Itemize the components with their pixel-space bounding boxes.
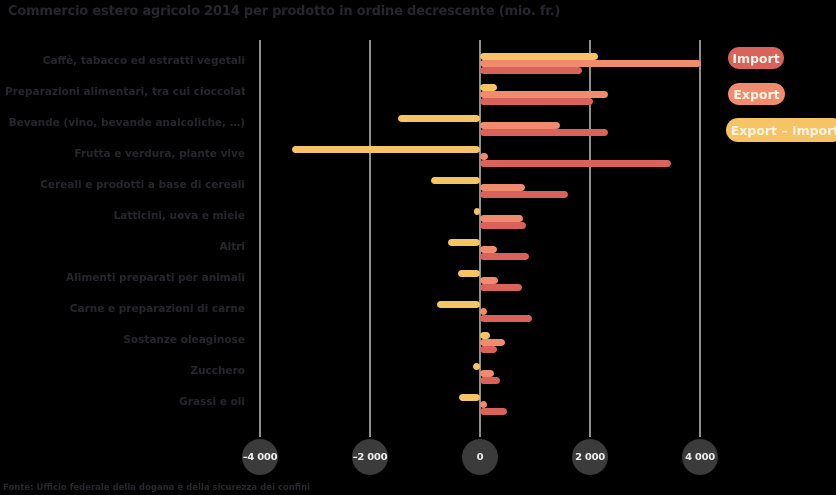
bar-export	[480, 215, 524, 222]
category-label: Zucchero	[190, 365, 245, 377]
bar-export	[480, 60, 702, 67]
category-label: Caffè, tabacco ed estratti vegetali	[42, 55, 245, 67]
bar-export_minus_import	[474, 208, 480, 215]
source-note: Fonte: Ufficio federale della dogana e d…	[3, 483, 311, 493]
category-label: Grassi e oli	[179, 396, 245, 408]
gridline--4000	[259, 40, 261, 437]
gridline--2000	[369, 40, 371, 437]
bar-export	[480, 246, 498, 253]
bar-import	[480, 191, 568, 198]
category-label: Preparazioni alimentari, tra cui cioccol…	[5, 86, 245, 98]
category-label: Alimenti preparati per animali	[66, 272, 245, 284]
bar-export	[480, 401, 488, 408]
bar-export_minus_import	[397, 115, 480, 122]
x-axis-tick: 0	[462, 439, 498, 475]
bar-export	[480, 153, 489, 160]
category-label: Latticini, uova e miele	[113, 210, 245, 222]
category-label: Altri	[219, 241, 245, 253]
bar-import	[480, 377, 500, 384]
bar-import	[480, 408, 507, 415]
category-label: Bevande (vino, bevande analcoliche, …)	[8, 117, 245, 129]
category-label: Carne e preparazioni di carne	[69, 303, 245, 315]
bar-export	[480, 122, 561, 129]
bar-export_minus_import	[458, 270, 480, 277]
bar-export_minus_import	[459, 394, 480, 401]
bar-export_minus_import	[480, 84, 497, 91]
chart-title: Commercio estero agricolo 2014 per prodo…	[8, 4, 561, 19]
legend-pill-export-minus-import: Export – Import	[726, 118, 836, 142]
bar-import	[480, 315, 532, 322]
bar-export_minus_import	[480, 53, 599, 60]
bar-import	[480, 284, 522, 291]
bar-export_minus_import	[430, 177, 480, 184]
bar-import	[480, 160, 672, 167]
gridline-0	[479, 40, 481, 437]
bar-export	[480, 91, 609, 98]
bar-export	[480, 370, 495, 377]
bar-import	[480, 253, 529, 260]
category-label: Cereali e prodotti a base di cereali	[40, 179, 245, 191]
x-axis-tick: 2 000	[572, 439, 608, 475]
category-label: Sostanze oleaginose	[123, 334, 245, 346]
category-label: Frutta e verdura, piante vive	[74, 148, 245, 160]
x-axis-tick: 4 000	[682, 439, 718, 475]
bar-import	[480, 129, 609, 136]
bar-export_minus_import	[437, 301, 480, 308]
bar-export_minus_import	[291, 146, 480, 153]
x-axis-tick: –2 000	[352, 439, 388, 475]
gridline-4000	[699, 40, 701, 437]
x-axis-tick: –4 000	[242, 439, 278, 475]
bar-export	[480, 184, 526, 191]
bar-import	[480, 67, 582, 74]
bar-export	[480, 277, 499, 284]
bar-export_minus_import	[472, 363, 480, 370]
bar-export	[480, 308, 487, 315]
bar-export	[480, 339, 506, 346]
legend-pill-import: Import	[728, 47, 784, 69]
legend-label-import: Import	[732, 50, 780, 66]
legend-label-export-minus-import: Export – Import	[730, 122, 836, 138]
bar-import	[480, 346, 498, 353]
bar-import	[480, 222, 527, 229]
gridline-2000	[589, 40, 591, 437]
legend-label-export: Export	[733, 86, 780, 102]
bar-export_minus_import	[448, 239, 480, 246]
bar-export_minus_import	[480, 332, 490, 339]
bar-import	[480, 98, 594, 105]
legend-pill-export: Export	[728, 83, 785, 105]
